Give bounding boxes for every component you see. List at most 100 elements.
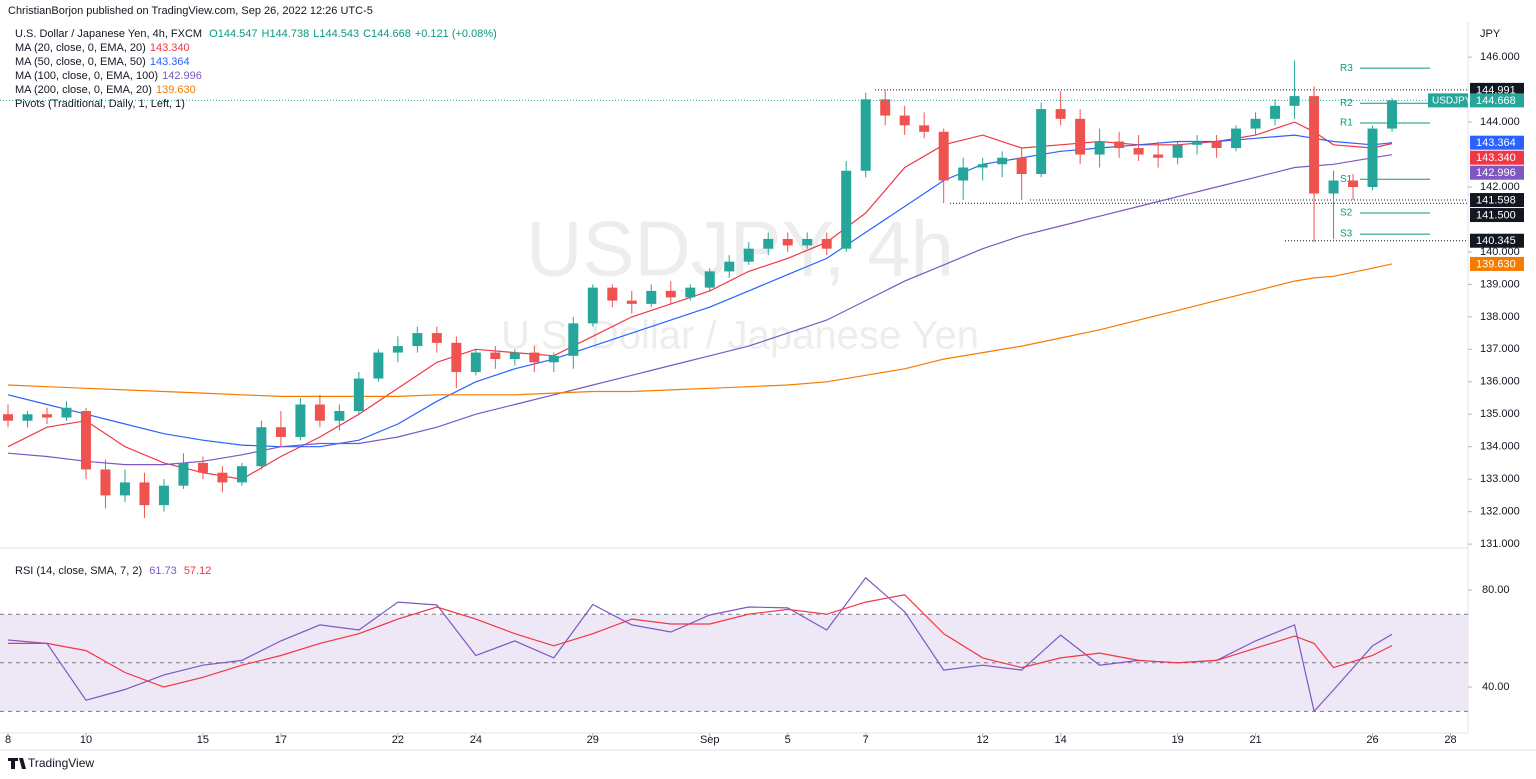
rsi-legend: RSI (14, close, SMA, 7, 2) 61.73 57.12 [15, 564, 215, 578]
candle-body [334, 411, 345, 421]
candle-body [3, 414, 13, 421]
x-tick-label: 15 [197, 734, 209, 746]
candle-body [1367, 128, 1378, 187]
price-badge [1470, 135, 1524, 150]
candle-body [880, 99, 891, 116]
candle-body [977, 164, 988, 168]
candle-body [412, 333, 423, 347]
candle-body [704, 271, 715, 288]
rsi-value: 61.73 [149, 565, 177, 577]
x-tick-label: 14 [1055, 734, 1067, 746]
candle-body [743, 248, 754, 262]
x-tick-label: 17 [275, 734, 287, 746]
ma-value: 143.364 [149, 56, 190, 68]
y-tick-label: 146.000 [1480, 51, 1520, 63]
candle-body [568, 323, 579, 356]
candle-body [275, 427, 286, 437]
x-tick-label: 21 [1249, 734, 1261, 746]
candle-body [1192, 141, 1203, 145]
candle-body [1231, 128, 1242, 149]
ma-legend-row: MA (100, close, 0, EMA, 100) 142.996 [15, 69, 206, 83]
publisher: ChristianBorjon published on TradingView… [8, 5, 373, 17]
candle-body [665, 290, 676, 298]
plot: R3 R2 R1 S1 S2 S3 [0, 60, 1468, 713]
y-tick-label: 144.000 [1480, 116, 1520, 128]
candle-body [685, 287, 696, 298]
candle-body [763, 238, 774, 249]
x-tick-label: 12 [977, 734, 989, 746]
price-badge [1470, 150, 1524, 165]
rsi-title: RSI (14, close, SMA, 7, 2) [15, 565, 143, 577]
ohlc: H144.738 [261, 28, 310, 40]
pivot-label: S2 [1340, 208, 1353, 219]
y-tick-label: 136.000 [1480, 376, 1520, 388]
candle-body [1055, 109, 1066, 119]
x-tick-label: 24 [470, 734, 482, 746]
candle-body [1387, 100, 1398, 129]
symbol-badge-label: USDJPY [1432, 96, 1472, 107]
ma-name: MA (100, close, 0, EMA, 100) [15, 70, 159, 82]
ma-name: MA (20, close, 0, EMA, 20) [15, 42, 146, 54]
currency: JPY [1480, 28, 1501, 40]
legend-title: U.S. Dollar / Japanese Yen, 4h, FXCM O14… [15, 27, 501, 41]
y-tick-label: 142.000 [1480, 181, 1520, 193]
candle-body [314, 404, 325, 421]
candle-body [1289, 96, 1300, 106]
candle-body [938, 131, 949, 181]
y-tick-label: 138.000 [1480, 311, 1520, 323]
price-badge [1470, 233, 1524, 248]
symbol-title: U.S. Dollar / Japanese Yen, 4h, FXCM [15, 28, 203, 40]
candle-body [295, 404, 306, 437]
ohlc: C144.668 [363, 28, 411, 40]
price-badge-label: 143.340 [1476, 152, 1516, 164]
ma-legend-row: MA (50, close, 0, EMA, 50) 143.364 [15, 55, 206, 69]
x-tick-label: 10 [80, 734, 92, 746]
candle-body [1250, 118, 1261, 129]
pivot-label: S3 [1340, 229, 1353, 240]
price-badge-label: 143.364 [1476, 137, 1516, 149]
ma-value: 143.340 [149, 42, 190, 54]
candle-body [1211, 141, 1222, 149]
candle-body [256, 427, 267, 467]
x-tick-label: 29 [587, 734, 599, 746]
candle-body [353, 378, 364, 411]
price-badge [1470, 193, 1524, 208]
rsi-tick-label: 40.00 [1482, 681, 1510, 693]
candle-body [821, 238, 832, 249]
rsi-band [0, 614, 1468, 712]
candle-body [1328, 180, 1339, 194]
candle-body [724, 261, 735, 272]
candle-body [119, 482, 130, 496]
candle-body [470, 352, 481, 373]
y-tick-label: 137.000 [1480, 343, 1520, 355]
ma-name: MA (50, close, 0, EMA, 50) [15, 56, 146, 68]
pivot-label: R2 [1340, 98, 1353, 109]
price-badge-label: 139.630 [1476, 258, 1516, 270]
price-badge [1470, 256, 1524, 271]
candle-body [802, 238, 813, 246]
candle-body [587, 287, 598, 324]
candle-body [1016, 157, 1027, 175]
moving-average [7, 134, 1393, 448]
x-tick-label: 26 [1366, 734, 1378, 746]
candle-body [548, 355, 559, 363]
ma-legend-row: MA (200, close, 0, EMA, 20) 139.630 [15, 83, 206, 97]
x-tick-label: 19 [1171, 734, 1183, 746]
y-tick-label: 140.000 [1480, 246, 1520, 258]
candle-body [373, 352, 384, 379]
rsi-line [8, 594, 1393, 688]
candle-body [1270, 105, 1281, 119]
y-tick-label: 132.000 [1480, 506, 1520, 518]
change: +0.121 (+0.08%) [414, 28, 497, 40]
price-badge [1470, 93, 1524, 108]
x-tick-label: Sep [700, 734, 720, 746]
candle-body [431, 333, 442, 343]
moving-average [7, 121, 1393, 480]
candle-body [139, 482, 150, 506]
price-badge-label: 142.996 [1476, 167, 1516, 179]
candle-body [392, 346, 403, 353]
candle-body [1309, 96, 1320, 194]
symbol-badge [1428, 93, 1468, 108]
